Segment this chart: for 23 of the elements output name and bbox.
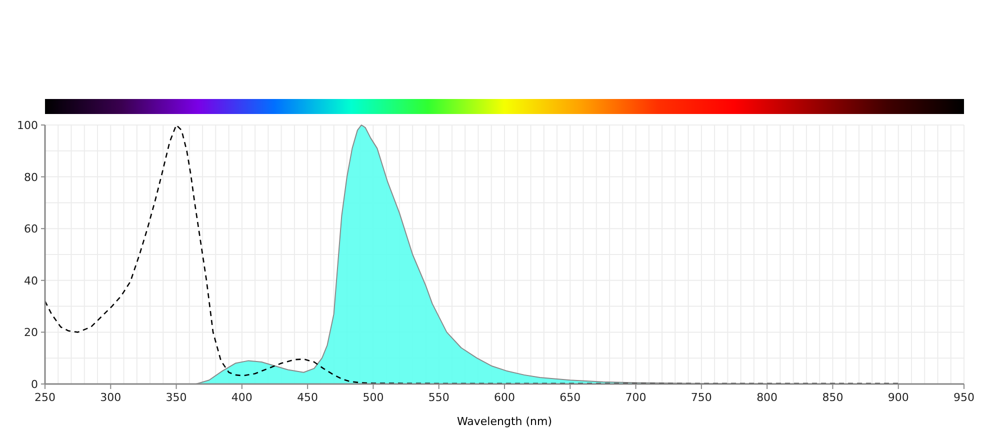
y-tick-label: 40 — [24, 274, 38, 288]
x-tick-label: 650 — [560, 391, 581, 404]
x-tick-label: 700 — [625, 391, 646, 404]
x-tick-label: 400 — [231, 391, 252, 404]
x-tick-label: 850 — [822, 391, 844, 404]
x-tick-label: 300 — [100, 391, 122, 404]
y-tick-label: 80 — [24, 170, 38, 184]
x-tick-label: 600 — [494, 391, 515, 404]
y-tick-label: 100 — [17, 119, 38, 132]
x-tick-label: 750 — [690, 391, 712, 404]
x-tick-label: 950 — [954, 391, 974, 404]
x-tick-label: 350 — [166, 391, 187, 404]
y-tick-label: 0 — [31, 378, 38, 391]
x-tick-label: 450 — [297, 391, 318, 404]
x-tick-label: 900 — [888, 391, 909, 404]
line-series — [44, 124, 900, 384]
x-tick-label: 250 — [34, 391, 56, 404]
x-tick-label: 550 — [428, 391, 450, 404]
y-tick-label: 20 — [24, 326, 38, 340]
x-tick-label: 500 — [362, 391, 384, 404]
y-tick-label: 60 — [24, 222, 38, 236]
x-tick-label: 800 — [756, 391, 778, 404]
x-axis-title: Wavelength (nm) — [456, 415, 552, 428]
